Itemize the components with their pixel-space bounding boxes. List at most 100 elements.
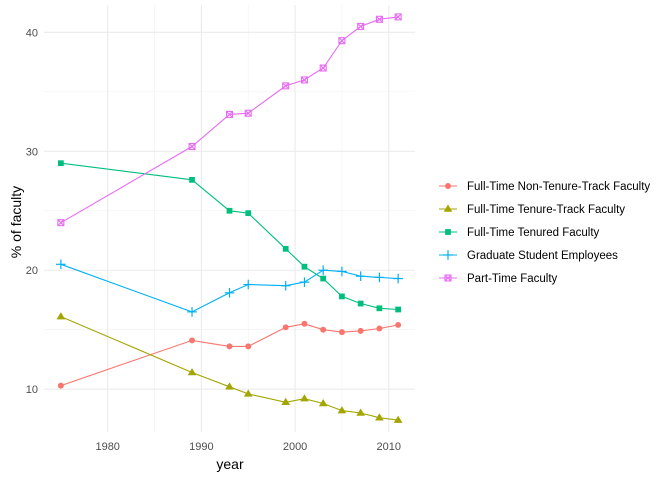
data-point [338, 329, 345, 336]
boxx-marker-box [57, 219, 65, 227]
data-point [300, 76, 308, 84]
data-point [245, 210, 252, 217]
boxx-marker-box [357, 22, 365, 30]
boxx-marker-box [338, 37, 346, 45]
boxx-marker-stroke [394, 13, 402, 21]
data-point [339, 293, 345, 300]
boxx-marker-stroke [357, 23, 365, 30]
data-point [282, 82, 290, 90]
boxx-marker-stroke [244, 109, 252, 117]
data-point [225, 382, 234, 390]
boxx-marker-box [319, 64, 327, 72]
data-point [56, 259, 66, 270]
data-point [319, 64, 327, 72]
series-line [60, 16, 399, 224]
data-point [57, 219, 65, 227]
data-point [57, 382, 64, 389]
data-point [357, 22, 365, 30]
x-tick-label: 2000 [283, 441, 307, 453]
boxx-marker-stroke [57, 219, 65, 227]
series [57, 13, 402, 227]
legend-label: Full-Time Tenure-Track Faculty [467, 204, 625, 216]
y-tick-label: 30 [26, 146, 38, 158]
legend-item: Graduate Student Employees [439, 250, 618, 262]
data-point [226, 207, 233, 214]
y-tick-label: 20 [26, 265, 38, 277]
boxx-marker-stroke [319, 64, 327, 72]
boxx-marker-box [394, 13, 402, 21]
legend-item: Full-Time Tenured Faculty [439, 227, 600, 239]
boxx-marker-box [225, 110, 234, 118]
data-point [282, 324, 289, 331]
x-tick-label: 1990 [189, 441, 213, 453]
data-point [318, 398, 328, 407]
data-point [244, 109, 252, 117]
data-point [393, 273, 403, 284]
boxx-marker-stroke [282, 82, 290, 90]
data-point [444, 274, 452, 282]
data-point [376, 305, 383, 312]
y-tick-label: 40 [26, 27, 38, 39]
boxx-marker-box [300, 76, 308, 84]
legend-label: Graduate Student Employees [467, 250, 618, 262]
data-point [394, 13, 402, 21]
x-tick-label: 1980 [95, 441, 119, 453]
x-axis-title: year [216, 456, 244, 472]
boxx-marker-stroke [444, 274, 452, 282]
series-line [60, 323, 399, 387]
data-point [224, 288, 235, 298]
data-point [282, 245, 289, 252]
boxx-marker-stroke [301, 76, 308, 84]
legend-label: Full-Time Tenured Faculty [467, 227, 600, 239]
data-point [225, 110, 234, 118]
data-point [243, 279, 254, 290]
boxx-marker-stroke [226, 111, 233, 118]
data-point [281, 397, 291, 406]
data-point [357, 300, 364, 307]
data-point [355, 271, 366, 281]
series-group [56, 13, 403, 423]
data-point [189, 176, 195, 183]
series [56, 259, 403, 317]
data-point [188, 143, 196, 151]
data-point [56, 312, 66, 320]
data-point [243, 389, 253, 397]
data-point [301, 263, 308, 270]
data-point [445, 183, 451, 189]
data-point [395, 321, 402, 328]
series-line [60, 162, 399, 311]
series [56, 312, 403, 423]
legend-label: Full-Time Non-Tenure-Track Faculty [467, 181, 650, 193]
data-point [374, 272, 385, 283]
data-point [280, 280, 291, 291]
data-point [395, 306, 402, 313]
data-point [301, 320, 308, 327]
data-point [318, 265, 328, 276]
boxx-marker-stroke [338, 37, 346, 45]
grid [44, 5, 415, 432]
series [57, 160, 402, 313]
data-point [189, 337, 196, 344]
data-point [57, 160, 64, 167]
legend: Full-Time Non-Tenure-Track Faculty Full-T… [439, 181, 650, 285]
data-point [393, 415, 403, 423]
legend-item: Full-Time Tenure-Track Faculty [439, 204, 625, 216]
data-point [187, 368, 197, 376]
data-point [337, 406, 347, 414]
data-point [337, 266, 347, 277]
data-point [357, 327, 364, 334]
boxx-marker-box [444, 274, 452, 282]
boxx-marker-box [244, 109, 252, 117]
data-point [445, 229, 451, 235]
data-point [443, 204, 453, 212]
legend-item: Full-Time Non-Tenure-Track Faculty [439, 181, 650, 193]
data-point [320, 275, 327, 282]
legend-item: Part-Time Faculty [439, 273, 558, 285]
x-tick-label: 2010 [377, 441, 401, 453]
data-point [375, 15, 383, 23]
data-point [338, 37, 346, 45]
boxx-marker-stroke [376, 15, 383, 23]
y-axis-title: % of faculty [8, 186, 24, 258]
